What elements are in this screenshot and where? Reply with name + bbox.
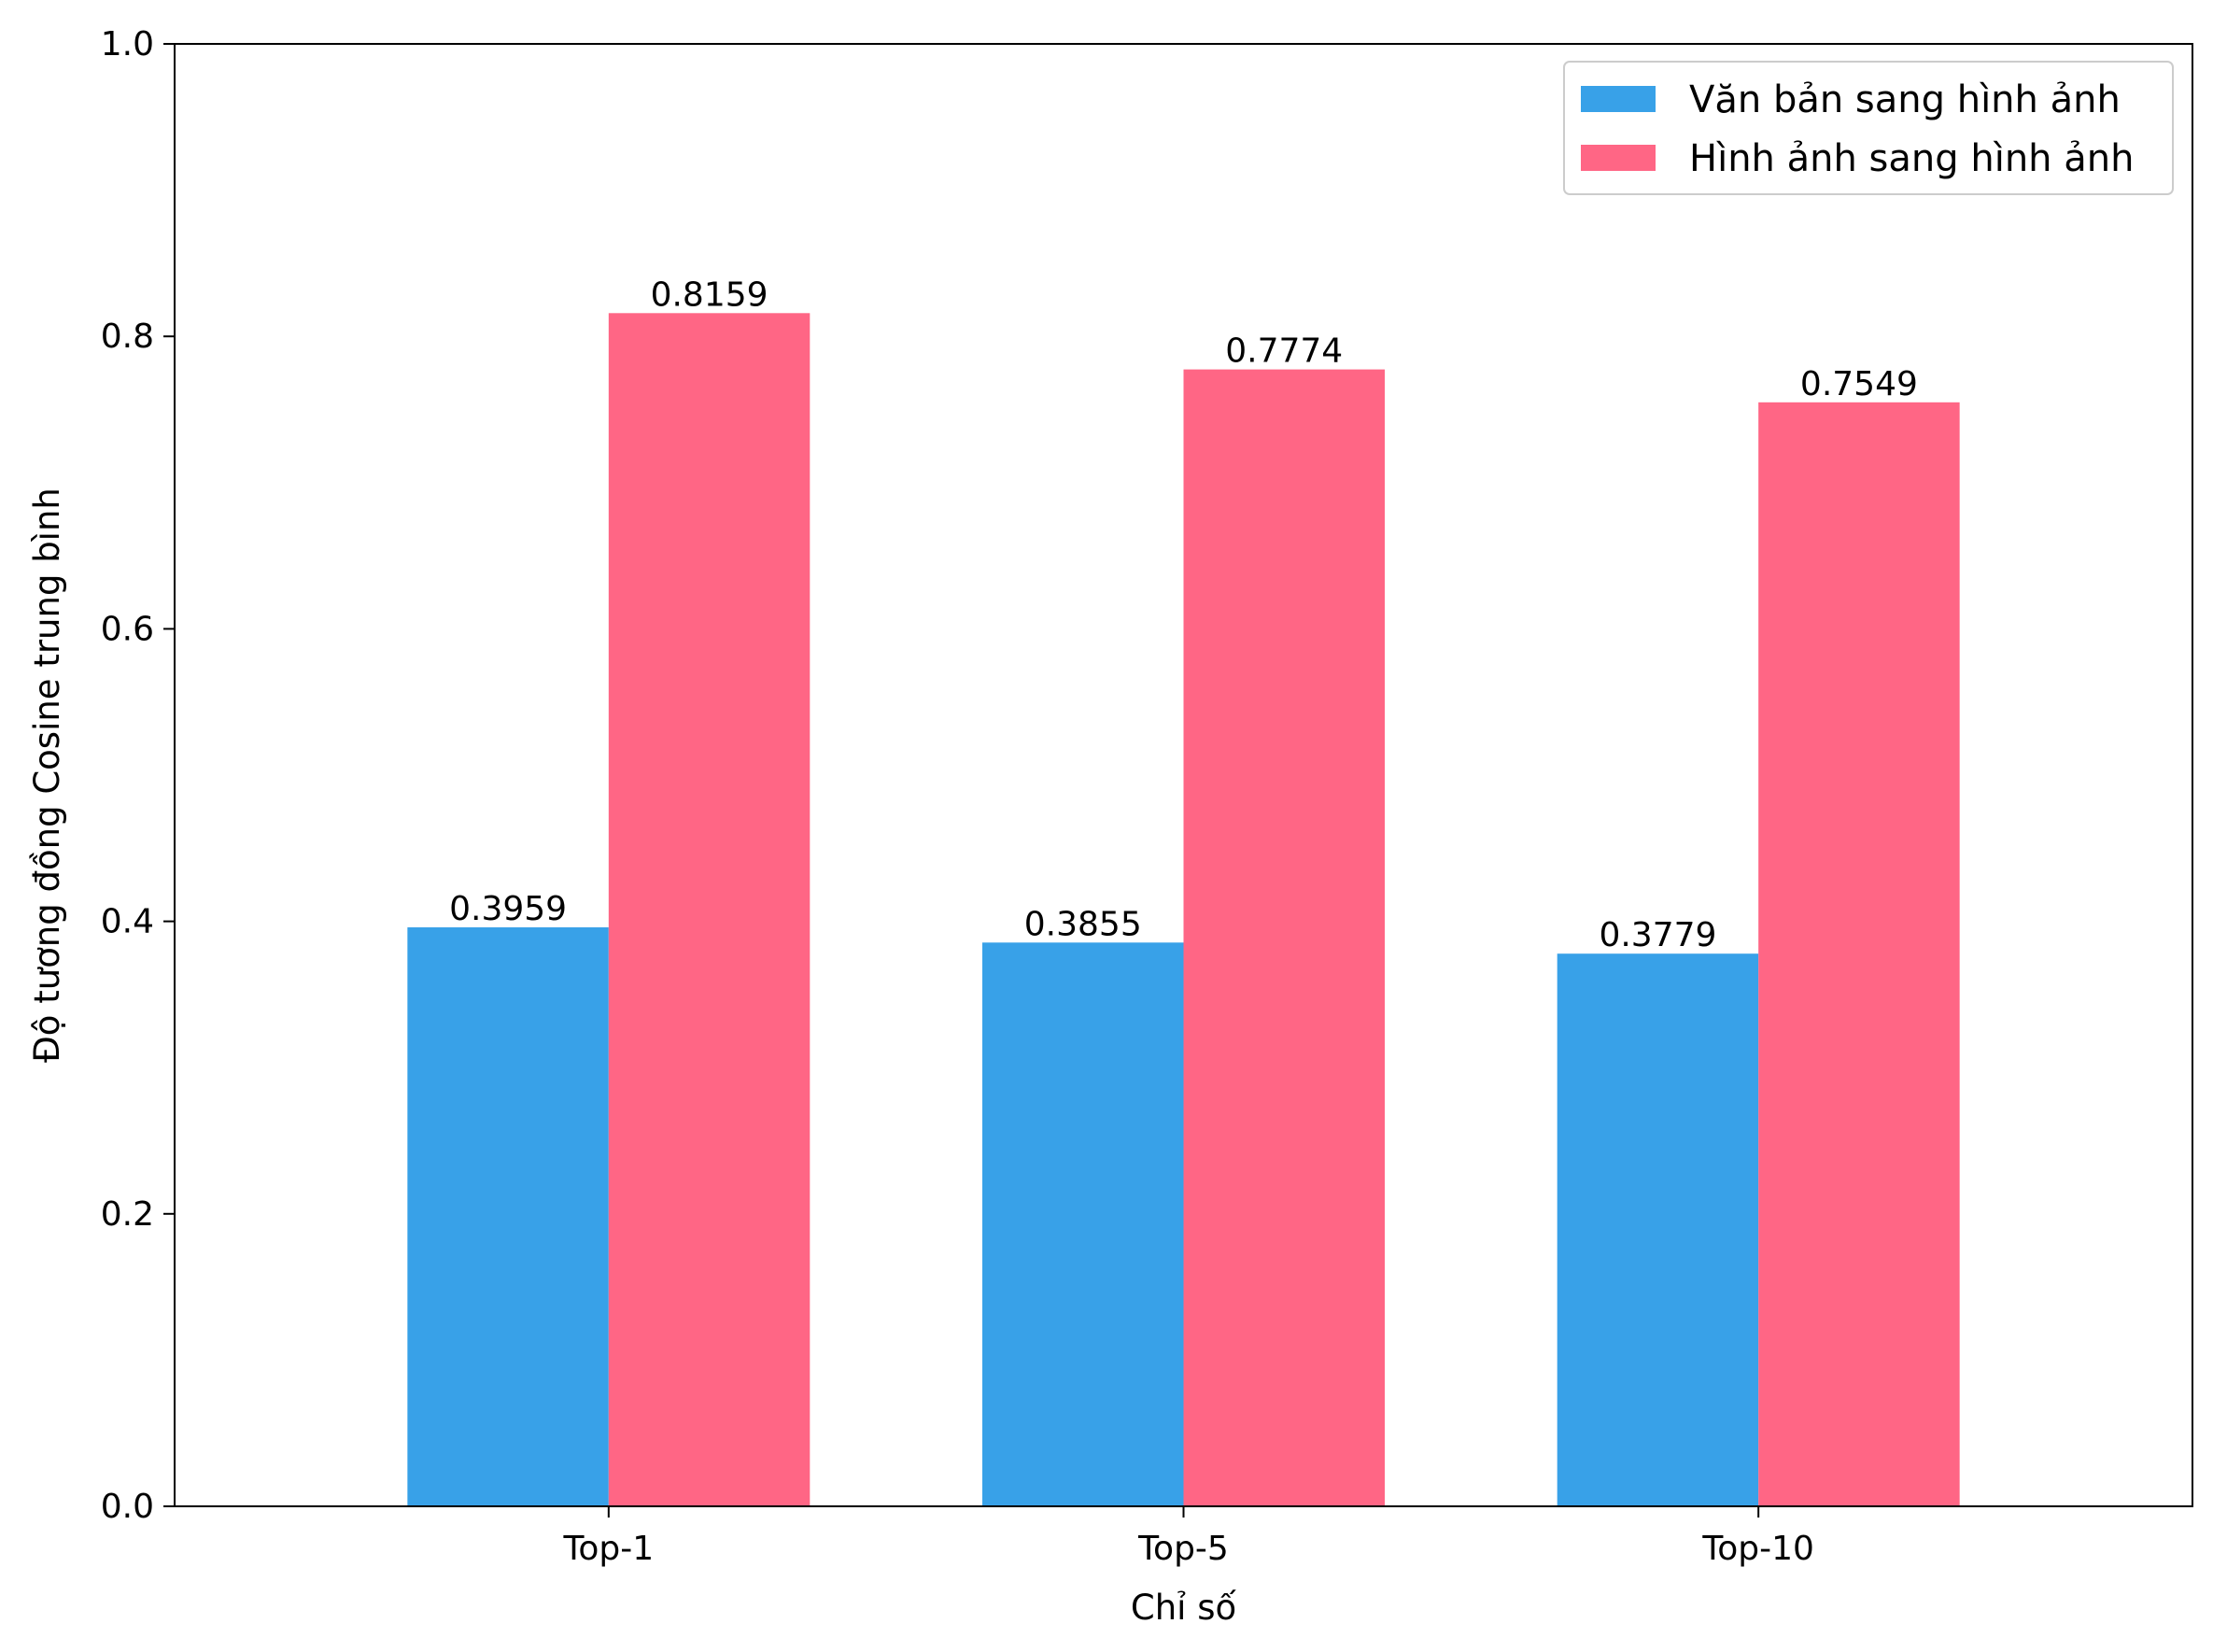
bar-series0-top-10 [1557,953,1759,1506]
bar-series1-top-5 [1183,369,1385,1507]
data-label: 0.7774 [1225,332,1343,371]
y-axis: 0.0 0.2 0.4 0.6 0.8 1.0 [101,25,175,1526]
data-label: 0.3855 [1024,905,1142,943]
legend-box [1563,61,2174,195]
value-labels-layer: 0.3959 0.3855 0.3779 0.8159 0.7774 0.7549 [449,275,1918,954]
bars-layer [407,313,1960,1507]
legend-label: Văn bản sang hình ảnh [1689,78,2121,121]
x-axis: Top-1 Top-5 Top-10 [563,1506,1814,1568]
data-label: 0.3959 [449,890,567,928]
x-tick-label: Top-1 [563,1530,655,1568]
y-tick-label: 0.4 [101,903,154,941]
legend-label: Hình ảnh sang hình ảnh [1689,137,2134,180]
data-label: 0.8159 [651,275,768,314]
legend-swatch [1581,145,1656,171]
legend-swatch [1581,86,1656,112]
plot-frame [174,43,2193,1507]
y-tick-label: 0.2 [101,1195,154,1234]
x-tick-label: Top-5 [1137,1530,1229,1568]
x-tick-label: Top-10 [1701,1530,1814,1568]
y-tick-label: 0.0 [101,1488,154,1526]
data-label: 0.7549 [1800,365,1918,403]
y-tick-label: 0.8 [101,318,154,356]
x-axis-title: Chỉ số [1131,1588,1237,1628]
bar-series0-top-5 [982,942,1184,1506]
bar-series1-top-1 [608,313,810,1507]
y-tick-label: 1.0 [101,25,154,64]
legend: Văn bản sang hình ảnh Hình ảnh sang hình … [1563,61,2174,195]
y-axis-title: Độ tương đồng Cosine trung bình [27,487,67,1063]
bar-series1-top-10 [1758,402,1960,1506]
y-tick-label: 0.6 [101,610,154,648]
bar-series0-top-1 [407,927,609,1506]
data-label: 0.3779 [1599,916,1716,954]
